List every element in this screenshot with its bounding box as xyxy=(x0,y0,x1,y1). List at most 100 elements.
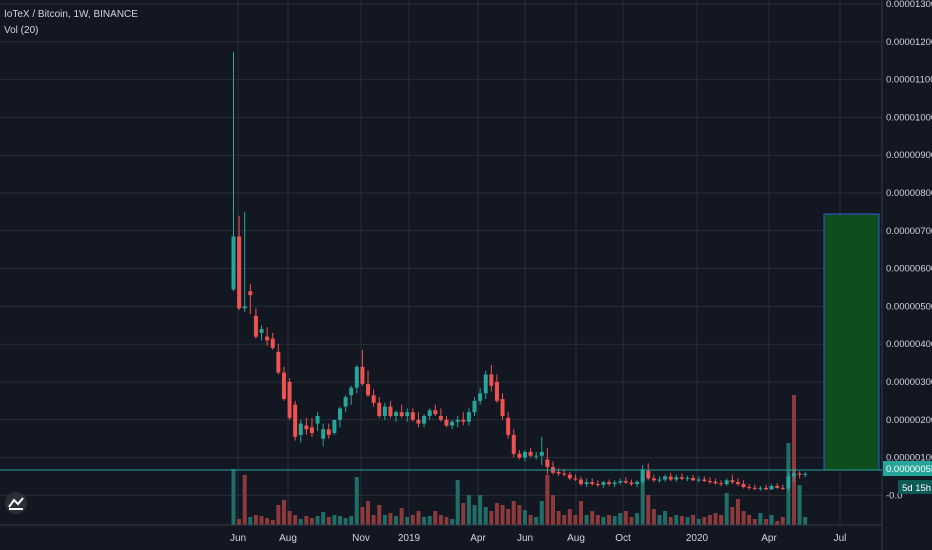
volume-bar xyxy=(635,513,640,525)
candle-body xyxy=(595,484,600,486)
volume-bar xyxy=(450,519,455,525)
candle-body xyxy=(253,315,258,337)
candle-body xyxy=(668,476,673,480)
candle-body xyxy=(354,366,359,388)
candle-body xyxy=(752,487,757,489)
y-tick-label: 0.00001200 xyxy=(886,37,932,48)
volume-bar xyxy=(691,515,696,525)
candle-body xyxy=(287,382,292,418)
candle-body xyxy=(450,421,455,426)
volume-bar xyxy=(388,513,393,525)
volume-bar xyxy=(534,517,539,525)
candle-body xyxy=(349,387,354,396)
volume-bar xyxy=(304,516,309,525)
candle-body xyxy=(640,470,645,482)
candle-body xyxy=(663,476,668,480)
candle-body xyxy=(478,393,483,401)
volume-bar xyxy=(416,511,421,525)
volume-bar xyxy=(242,475,247,525)
candle-body xyxy=(309,427,314,434)
candle-body xyxy=(797,473,802,475)
candle-body xyxy=(741,484,746,488)
volume-bar xyxy=(651,509,656,525)
x-tick-label: Apr xyxy=(761,533,777,544)
candle-body xyxy=(461,419,466,422)
candle-body xyxy=(691,478,696,481)
candle-body xyxy=(489,374,494,386)
volume-bar xyxy=(545,475,550,525)
volume-bar xyxy=(741,511,746,525)
y-tick-label: 0.00000700 xyxy=(886,226,932,237)
x-tick-label: Aug xyxy=(567,533,585,544)
volume-bar xyxy=(696,519,701,525)
volume-bar xyxy=(797,485,802,525)
tradingview-logo[interactable] xyxy=(5,492,27,514)
candle-body xyxy=(259,329,264,333)
x-tick-label: Jul xyxy=(834,533,847,544)
last-price-badge xyxy=(883,461,932,476)
volume-bar xyxy=(595,515,600,525)
volume-bar xyxy=(293,515,298,525)
volume-bar xyxy=(231,469,236,525)
volume-bar xyxy=(646,495,651,525)
y-tick-label: 0.00000500 xyxy=(886,301,932,312)
volume-bar xyxy=(360,507,365,525)
candle-body xyxy=(444,419,449,426)
volume-bar xyxy=(287,511,292,525)
candle-body xyxy=(427,410,432,417)
y-tick-label: 0.00000200 xyxy=(886,415,932,426)
candle-body xyxy=(775,485,780,488)
x-tick-label: Jun xyxy=(517,533,533,544)
candle-body xyxy=(388,406,393,417)
volume-bar xyxy=(337,516,342,525)
y-tick-label: 0.00001300 xyxy=(886,0,932,10)
candle-body xyxy=(472,400,477,413)
candle-body xyxy=(506,417,511,435)
volume-bar xyxy=(707,515,712,525)
candle-body xyxy=(780,487,785,489)
candle-body xyxy=(281,372,286,400)
volume-bar xyxy=(422,517,427,525)
volume-bar xyxy=(399,508,404,525)
volume-bar xyxy=(769,515,774,525)
candle-body xyxy=(371,395,376,403)
volume-bar xyxy=(259,516,264,525)
candle-body xyxy=(332,419,337,434)
candle-body xyxy=(567,474,572,479)
volume-bar xyxy=(472,505,477,525)
candle-body xyxy=(494,382,499,401)
candle-body xyxy=(747,487,752,489)
candle-body xyxy=(730,480,735,483)
volume-bar xyxy=(394,516,399,525)
volume-bar xyxy=(298,519,303,525)
volume-bar xyxy=(343,518,348,525)
volume-bar xyxy=(265,518,270,525)
volume-bar xyxy=(354,477,359,525)
candle-body xyxy=(410,412,415,420)
volume-bar xyxy=(579,501,584,525)
candle-body xyxy=(315,416,320,424)
target-zone-box xyxy=(823,213,880,471)
volume-bar xyxy=(377,505,382,525)
volume-bar xyxy=(747,515,752,525)
candle-body xyxy=(803,473,808,475)
candle-body xyxy=(366,383,371,396)
candle-body xyxy=(573,478,578,480)
volume-bar xyxy=(349,516,354,525)
volume-bar xyxy=(506,509,511,525)
candle-body xyxy=(579,479,584,485)
volume-bar xyxy=(371,515,376,525)
y-tick-label: 0.00000400 xyxy=(886,339,932,350)
legend-symbol: IoTeX / Bitcoin, 1W, BINANCE xyxy=(4,9,138,20)
volume-bar xyxy=(612,516,617,525)
candle-body xyxy=(377,402,382,417)
candle-body xyxy=(483,374,488,394)
candle-body xyxy=(545,459,550,468)
y-tick-label: -0.0 xyxy=(886,490,902,501)
volume-bar xyxy=(556,511,561,525)
candle-body xyxy=(657,479,662,481)
candle-body xyxy=(304,425,309,430)
